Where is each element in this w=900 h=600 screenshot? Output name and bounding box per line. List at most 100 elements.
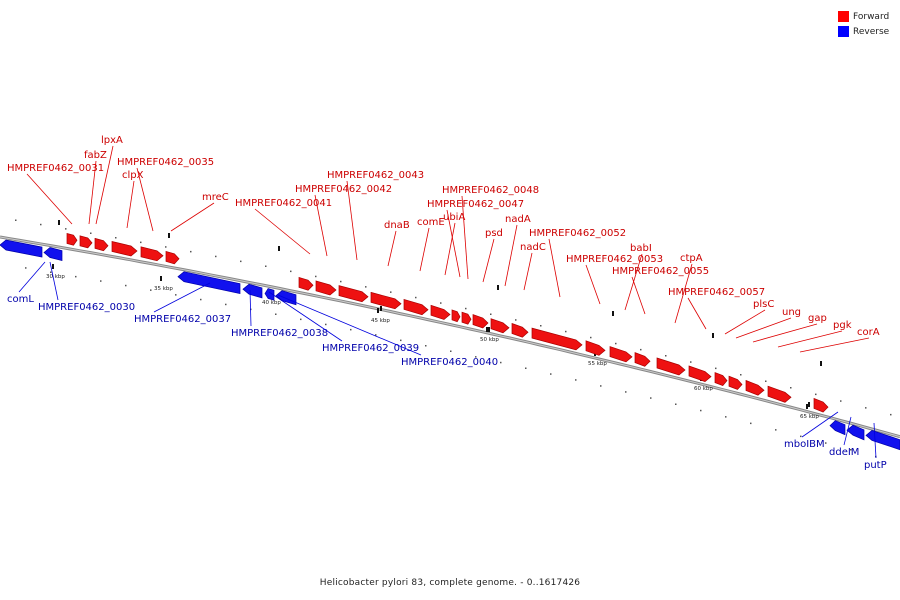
scale-dot	[650, 397, 652, 399]
gene-arrow-clpx	[111, 241, 138, 257]
tick-mark	[52, 264, 54, 269]
scale-dot	[225, 303, 227, 306]
gene-arrow-dnab	[370, 291, 402, 310]
scale-dot	[165, 246, 167, 248]
gene-arrow-plsc	[714, 372, 728, 387]
gene-arrow-fabz	[79, 235, 93, 249]
scale-dot	[775, 429, 777, 431]
gene-arrow-lpxa	[94, 237, 109, 252]
scale-dot	[325, 323, 327, 326]
gene-leader-line	[249, 289, 252, 327]
gene-leader-line	[136, 167, 154, 232]
legend-label-forward: Forward	[853, 11, 890, 22]
scale-dot	[90, 232, 92, 234]
gene-label-plsc: plsC	[753, 299, 774, 310]
scale-dot	[790, 387, 792, 389]
scale-dot	[450, 350, 452, 352]
gene-leader-line	[843, 416, 852, 446]
scale-dot	[625, 391, 627, 393]
gene-leader-line	[126, 180, 135, 229]
scale-dot	[175, 294, 177, 296]
gene-leader-line	[26, 173, 73, 225]
gene-leader-line	[254, 208, 311, 255]
scale-dot	[440, 302, 442, 304]
tick-mark	[486, 327, 488, 332]
gene-label-psd: psd	[485, 228, 503, 239]
scale-dot	[115, 237, 117, 239]
scale-dot	[390, 291, 392, 293]
gene-label-ung: ung	[782, 307, 801, 318]
gene-leader-line	[419, 227, 430, 272]
gene-label-come: comE	[417, 217, 445, 228]
scale-dot	[540, 325, 542, 327]
gene-leader-line	[674, 263, 693, 324]
gene-leader-line	[873, 422, 877, 459]
tick-mark	[160, 276, 162, 281]
genome-caption: Helicobacter pylori 83, complete genome.…	[319, 578, 581, 588]
tick-label: 35 kbp	[154, 286, 173, 292]
strand-marker	[58, 220, 60, 225]
strand-marker	[712, 333, 714, 338]
gene-label-dnab: dnaB	[384, 220, 410, 231]
gene-label-hmpref0462_0053: HMPREF0462_0053	[566, 254, 663, 265]
scale-dot	[200, 298, 202, 301]
gene-arrow-hmpref0462_0037	[177, 271, 241, 295]
strand-marker	[612, 311, 614, 316]
gene-label-hmpref0462_0030: HMPREF0462_0030	[38, 302, 135, 313]
gene-label-putp: putP	[864, 460, 887, 471]
gene-arrow-nada	[490, 318, 510, 334]
strand-marker	[488, 327, 490, 332]
gene-leader-line	[777, 330, 843, 348]
scale-dot	[50, 271, 52, 273]
gene-leader-line	[444, 222, 456, 276]
gene-leader-line	[387, 230, 397, 267]
tick-label: 40 kbp	[262, 300, 281, 306]
scale-dot	[550, 373, 552, 375]
scale-dot	[365, 286, 367, 288]
scale-dot	[765, 380, 767, 382]
tick-label: 55 kbp	[588, 361, 607, 367]
gene-arrow-mrec	[165, 250, 180, 265]
scale-dot	[240, 260, 242, 263]
gene-leader-line	[314, 194, 328, 257]
scale-dot	[665, 355, 667, 357]
gene-arrow-hmpref0462_0052	[531, 327, 583, 351]
scale-dot	[890, 413, 892, 416]
gene-arrow-come	[403, 298, 429, 316]
scale-dot	[415, 296, 417, 299]
gene-arrow-hmpref0462_0038	[242, 283, 263, 299]
gene-leader-line	[277, 294, 422, 356]
gene-label-ubia: ubiA	[443, 212, 465, 223]
gene-leader-line	[631, 276, 646, 315]
scale-dot	[615, 342, 617, 345]
strand-marker	[380, 306, 382, 311]
gene-leader-line	[735, 317, 792, 339]
gene-arrow-ctpa	[656, 357, 686, 376]
gene-label-mboibm: mboIBM	[784, 439, 825, 450]
gene-label-hmpref0462_0055: HMPREF0462_0055	[612, 266, 709, 277]
gene-leader-line	[482, 238, 495, 283]
gene-label-nadc: nadC	[520, 242, 546, 253]
gene-label-cora: corA	[857, 327, 880, 338]
gene-leader-line	[523, 252, 533, 291]
scale-dot	[140, 241, 142, 244]
gene-label-ddeim: ddeIM	[829, 447, 859, 458]
scale-dot	[350, 328, 352, 331]
scale-dot	[675, 403, 677, 405]
gene-leader-line	[446, 209, 461, 278]
gene-arrow-coml	[43, 247, 63, 262]
genome-backbone-highlight	[0, 236, 900, 438]
gene-label-nada: nadA	[505, 214, 531, 225]
legend-item-forward: Forward	[838, 9, 889, 24]
gene-label-pgk: pgk	[833, 320, 852, 331]
scale-dot	[100, 280, 102, 282]
gene-leader-line	[724, 309, 766, 335]
scale-dot	[290, 270, 292, 273]
scale-dot	[25, 267, 27, 269]
gene-label-hmpref0462_0041: HMPREF0462_0041	[235, 198, 332, 209]
scale-dot	[515, 319, 517, 321]
gene-leader-line	[585, 264, 601, 305]
gene-leader-line	[687, 297, 707, 330]
gene-label-hmpref0462_0040: HMPREF0462_0040	[401, 357, 498, 368]
